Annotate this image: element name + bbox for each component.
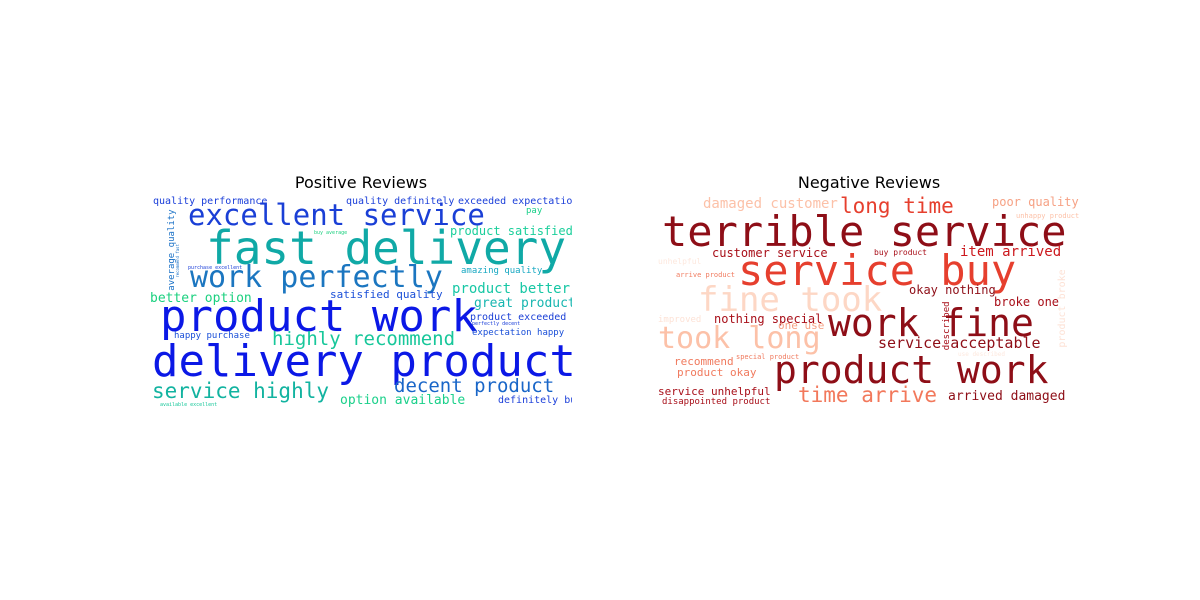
negative-word-7: long time: [840, 195, 954, 218]
positive-word-7: service highly: [152, 379, 330, 403]
positive-word-29: recommend fast: [175, 244, 180, 278]
negative-word-24: product broke: [1057, 269, 1068, 348]
negative-word-27: arrive product: [676, 271, 736, 279]
positive-word-9: product better: [452, 281, 571, 297]
positive-word-26: purchase excellent: [188, 265, 243, 271]
negative-word-3: product work: [774, 348, 1049, 392]
negative-word-1: terrible service: [662, 207, 1067, 256]
positive-word-11: better option: [150, 291, 252, 306]
positive-word-25: buy average: [314, 230, 348, 236]
positive-cloud-title: Positive Reviews: [294, 173, 428, 192]
positive-word-20: expectation happy: [472, 328, 565, 338]
positive-word-8: decent product: [394, 375, 555, 397]
negative-word-16: broke one: [994, 295, 1060, 309]
negative-word-23: described: [942, 301, 952, 351]
positive-word-10: great product: [474, 296, 572, 311]
positive-word-17: exceeded expectation: [458, 196, 572, 207]
positive-word-5: work perfectly: [190, 260, 443, 295]
negative-word-25: improved: [658, 315, 702, 325]
negative-word-14: arrived damaged: [948, 389, 1066, 404]
negative-word-8: time arrive: [798, 383, 938, 407]
positive-word-28: available excellent: [160, 402, 218, 408]
negative-word-15: okay nothing: [909, 283, 996, 297]
positive-word-21: definitely buy: [498, 395, 572, 406]
negative-word-10: poor quality: [992, 195, 1079, 209]
positive-word-cloud: fast delivery delivery product product wor…: [150, 195, 572, 410]
negative-word-20: product okay: [677, 366, 757, 379]
positive-word-13: product satisfied: [450, 224, 572, 238]
positive-word-4: excellent service: [188, 198, 485, 232]
negative-word-28: buy product: [874, 248, 927, 257]
positive-word-19: product exceeded: [470, 312, 567, 323]
negative-word-17: nothing special: [714, 312, 823, 326]
positive-word-27: perfectly decent: [472, 321, 521, 327]
negative-word-29: unhappy product: [1016, 212, 1080, 220]
positive-word-22: happy purchase: [174, 331, 250, 341]
negative-word-4: work fine: [828, 301, 1034, 345]
positive-word-1: fast delivery: [206, 221, 567, 275]
positive-word-12: option available: [340, 393, 466, 408]
negative-word-cloud: terrible service service buy product work w…: [658, 195, 1080, 410]
positive-word-18: amazing quality: [461, 266, 543, 276]
negative-word-19: recommend: [674, 355, 734, 368]
positive-word-6: highly recommend: [272, 328, 456, 350]
negative-word-22: disappointed product: [662, 397, 771, 407]
negative-cloud-title: Negative Reviews: [797, 173, 941, 192]
positive-word-24: pay: [526, 206, 543, 216]
negative-word-31: unhelpful: [658, 257, 702, 266]
negative-word-26: special product: [736, 353, 800, 361]
negative-word-9: damaged customer: [703, 196, 838, 212]
positive-word-15: quality performance: [153, 196, 268, 207]
positive-word-3: product work: [160, 291, 478, 342]
negative-word-11: item arrived: [960, 244, 1062, 260]
negative-word-18: one use: [778, 319, 825, 332]
positive-word-16: quality definitely: [346, 196, 455, 207]
positive-word-14: satisfied quality: [330, 288, 443, 301]
negative-word-12: customer service: [712, 246, 828, 260]
negative-word-30: use described: [958, 351, 1005, 358]
negative-word-5: fine took: [698, 280, 883, 320]
negative-word-2: service buy: [738, 246, 1017, 295]
negative-word-21: service unhelpful: [658, 385, 771, 398]
negative-word-6: took long: [658, 321, 821, 356]
negative-word-13: service acceptable: [878, 334, 1041, 352]
positive-word-2: delivery product: [152, 336, 572, 387]
